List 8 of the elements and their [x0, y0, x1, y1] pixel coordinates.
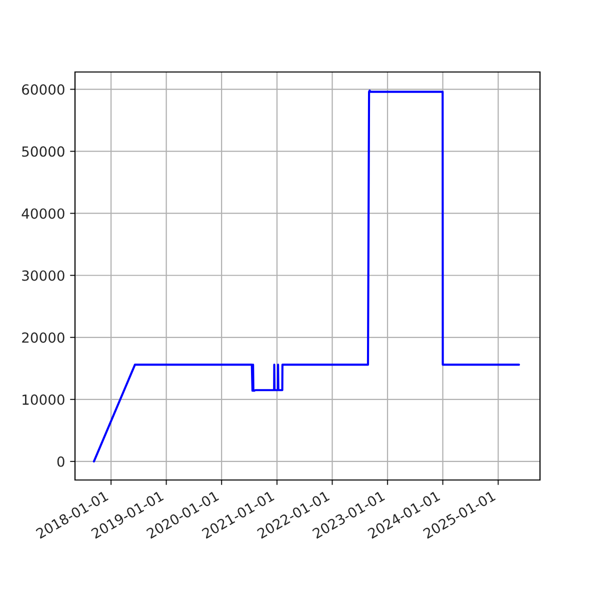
y-tick-label: 40000: [22, 208, 64, 219]
y-tick-label: 30000: [22, 270, 64, 281]
y-tick-label: 50000: [22, 146, 64, 157]
y-tick-label: 0: [57, 456, 64, 467]
y-tick-label: 20000: [22, 332, 64, 343]
line-series: [92, 90, 520, 462]
y-tick-label: 60000: [22, 84, 64, 95]
y-tick-label: 10000: [22, 394, 64, 405]
